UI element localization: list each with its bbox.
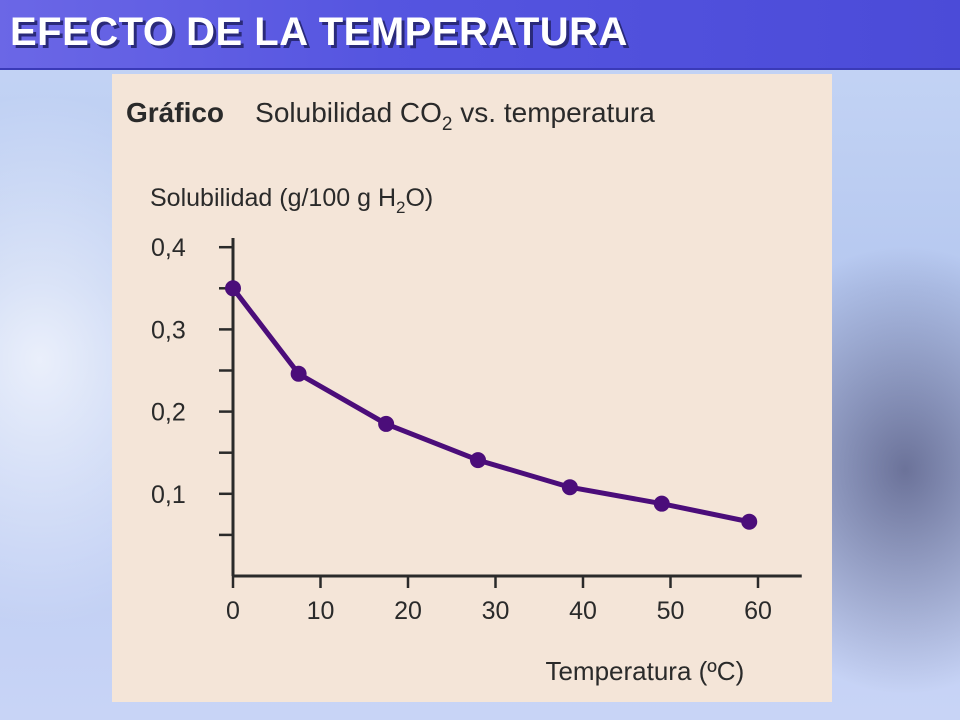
y-tick-label: 0,1 — [151, 481, 186, 509]
x-tick-label: 10 — [307, 597, 335, 625]
slide-title: EFECTO DE LA TEMPERATURA — [10, 10, 628, 54]
chart-title: Gráfico Solubilidad CO2 vs. temperatura — [126, 97, 655, 135]
data-point — [290, 365, 307, 382]
x-tick-label: 30 — [482, 597, 510, 625]
data-point — [653, 495, 670, 512]
y-tick-label: 0,3 — [151, 316, 186, 344]
x-tick-label: 20 — [394, 597, 422, 625]
x-tick-label: 0 — [226, 597, 240, 625]
x-tick-label: 60 — [744, 597, 772, 625]
x-tick-label: 40 — [569, 597, 597, 625]
data-point — [741, 513, 758, 530]
y-tick-label: 0,2 — [151, 399, 186, 427]
data-point — [378, 415, 395, 432]
data-point — [225, 280, 241, 297]
data-point — [561, 479, 578, 496]
x-tick-label: 50 — [657, 597, 685, 625]
chart-panel: Gráfico Solubilidad CO2 vs. temperatura S… — [112, 74, 832, 702]
y-tick-label: 0,4 — [151, 234, 186, 262]
solubility-chart: Gráfico Solubilidad CO2 vs. temperatura S… — [126, 97, 802, 686]
y-axis-label: Solubilidad (g/100 g H2O) — [150, 184, 433, 217]
slide-title-bar: EFECTO DE LA TEMPERATURA — [0, 0, 960, 70]
series-line — [231, 286, 750, 525]
data-point — [470, 452, 486, 469]
x-axis-label: Temperatura (ºC) — [545, 656, 744, 686]
